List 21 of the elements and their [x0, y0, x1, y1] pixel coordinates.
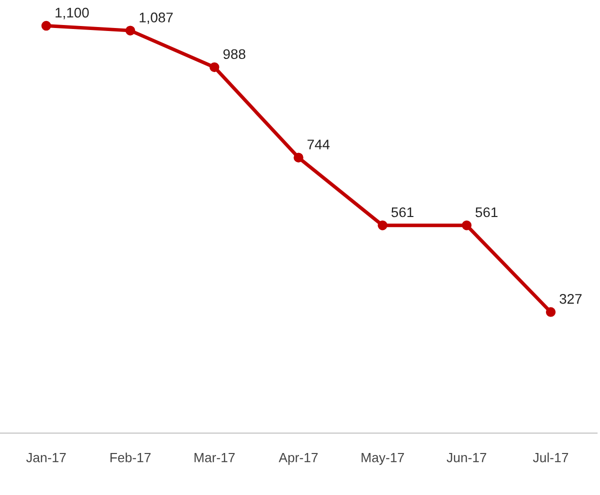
x-tick-label: Apr-17 — [278, 453, 318, 465]
x-tick-label: Jul-17 — [532, 452, 568, 462]
data-label: 561 — [476, 207, 498, 218]
point — [462, 220, 472, 230]
x-tick-label: Jan-17 — [26, 453, 66, 462]
data-label: 744 — [308, 140, 330, 150]
data-label: 1,100 — [56, 8, 89, 20]
point — [210, 62, 220, 72]
data-label: 327 — [560, 294, 582, 304]
data-label: 988 — [223, 49, 246, 60]
x-tick-label: Mar-17 — [194, 453, 235, 462]
x-tick-label: May-17 — [362, 453, 404, 465]
point — [41, 20, 52, 31]
point — [294, 152, 304, 162]
point — [378, 220, 388, 230]
data-label: 1,087 — [140, 12, 173, 24]
x-tick-label: Feb-17 — [110, 452, 151, 462]
point — [546, 307, 556, 317]
x-tick-label: Jun-17 — [446, 453, 486, 462]
point — [125, 26, 136, 36]
data-label: 561 — [391, 207, 414, 218]
